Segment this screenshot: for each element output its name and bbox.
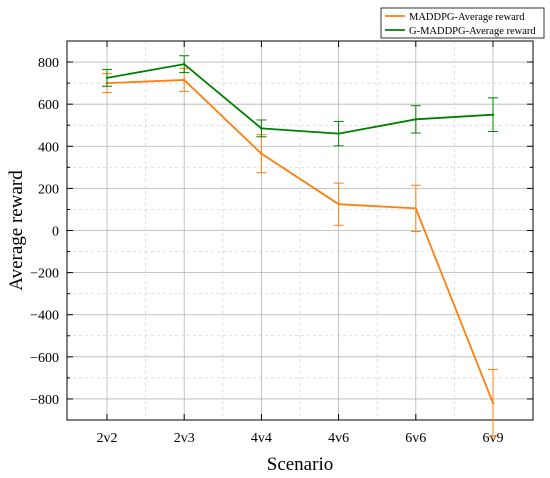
x-tick-label: 6v9 xyxy=(483,431,504,446)
series-line xyxy=(106,79,494,404)
y-tick-label: −800 xyxy=(30,393,59,408)
x-axis-label: Scenario xyxy=(267,454,333,475)
data-point xyxy=(491,401,495,405)
y-tick-label: 800 xyxy=(38,56,59,71)
axes: −800 −600 −400 −200 0 200 400 600 800 2v2 2v3 4v4 4v… xyxy=(30,41,533,446)
legend-label: MADDPG-Average reward xyxy=(409,12,525,23)
y-tick-label: −400 xyxy=(30,309,59,324)
legend: MADDPG-Average reward G-MADDPG-Average re… xyxy=(380,7,545,39)
data-point xyxy=(414,118,417,121)
data-point xyxy=(105,76,109,80)
x-tick-label: 4v4 xyxy=(251,431,272,446)
y-tick-label: −600 xyxy=(30,351,59,366)
grid xyxy=(67,41,533,420)
y-tick-label: 600 xyxy=(38,98,59,113)
y-tick-label: 0 xyxy=(52,225,59,240)
y-tick-label: 400 xyxy=(38,140,59,155)
data-point xyxy=(183,78,186,82)
legend-label: G-MADDPG-Average reward xyxy=(409,26,536,37)
data-point xyxy=(491,113,495,116)
data-point xyxy=(337,132,340,135)
x-tick-label: 2v2 xyxy=(97,431,118,446)
data-point xyxy=(260,127,263,130)
x-tick-label: 4v6 xyxy=(328,431,349,446)
x-tick-label: 6v6 xyxy=(405,431,426,446)
y-axis-label: Average reward xyxy=(6,170,27,291)
legend-box xyxy=(380,7,545,39)
x-tick-label: 2v3 xyxy=(174,431,195,446)
data-point xyxy=(337,202,340,206)
y-tick-label: −200 xyxy=(30,267,59,282)
series-2 xyxy=(102,55,498,147)
data-point xyxy=(183,62,186,66)
series-line xyxy=(106,63,494,135)
data-point xyxy=(260,152,263,155)
series-layer xyxy=(102,55,498,438)
data-point xyxy=(414,207,417,210)
y-tick-label: 200 xyxy=(38,182,59,197)
